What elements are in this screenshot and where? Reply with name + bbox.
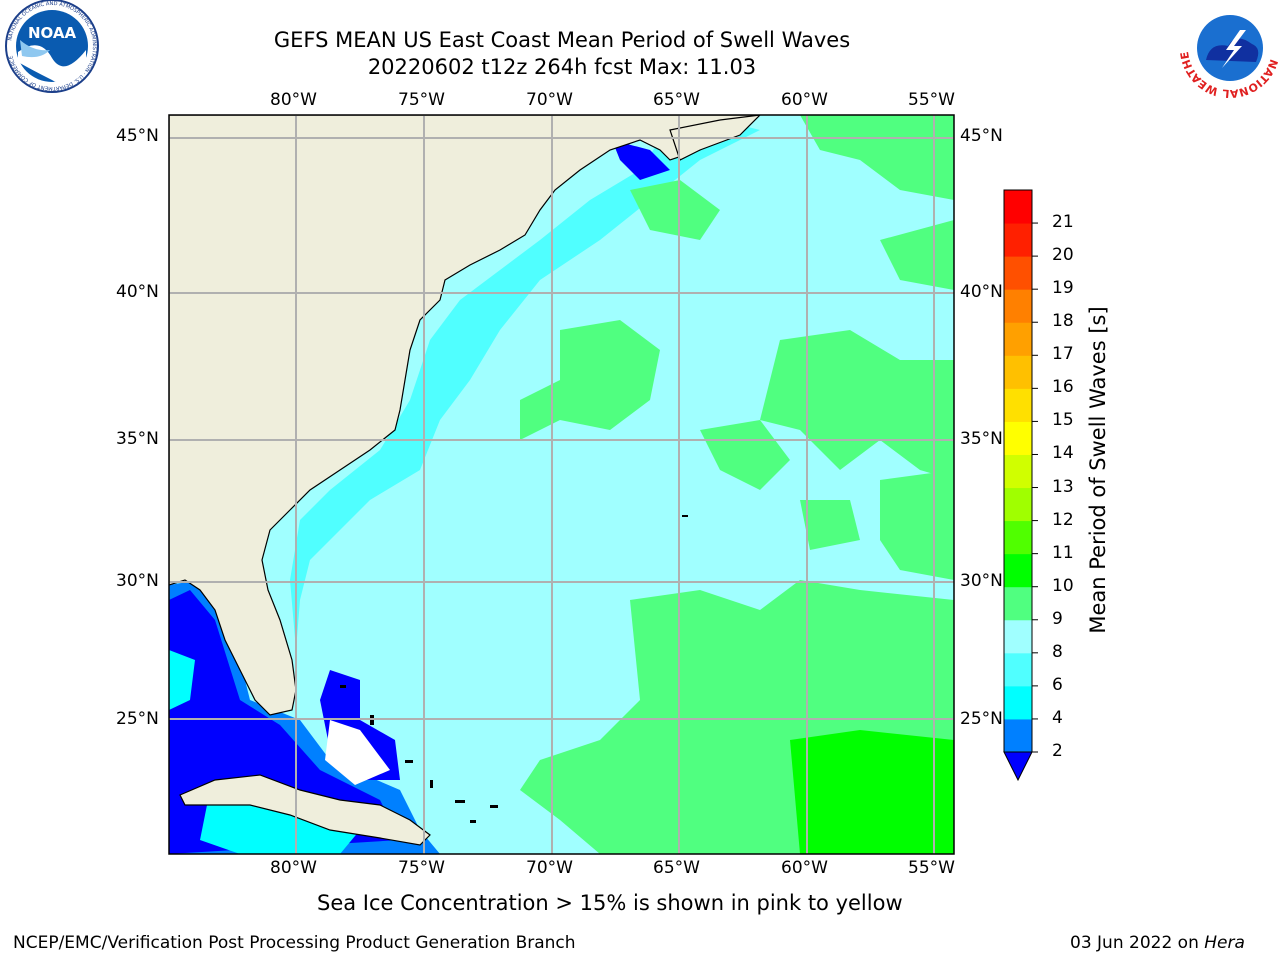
lat-label: 30°N bbox=[960, 571, 1003, 591]
colorbar-level-label: 15 bbox=[1052, 410, 1074, 431]
lon-label: 65°W bbox=[653, 858, 700, 878]
lat-label: 35°N bbox=[116, 429, 159, 449]
map-gridlines bbox=[169, 115, 954, 854]
colorbar bbox=[1003, 189, 1038, 782]
lat-label: 40°N bbox=[960, 282, 1003, 302]
colorbar-level-label: 13 bbox=[1052, 476, 1074, 497]
colorbar-outline bbox=[1003, 189, 1033, 753]
nws-logo: NATIONAL WEATHER SERVICE bbox=[0, 0, 1280, 100]
contour-10-11 bbox=[790, 730, 954, 854]
colorbar-level-label: 16 bbox=[1052, 377, 1074, 398]
lat-label: 35°N bbox=[960, 429, 1003, 449]
footer-date: 03 Jun 2022 on Hera bbox=[1070, 933, 1245, 953]
colorbar-level-label: 2 bbox=[1052, 741, 1063, 761]
colorbar-level-label: 4 bbox=[1052, 707, 1063, 728]
lon-label: 80°W bbox=[270, 858, 317, 878]
footer-credit: NCEP/EMC/Verification Post Processing Pr… bbox=[13, 933, 576, 953]
lat-label: 45°N bbox=[960, 126, 1003, 146]
nws-ring-text: NATIONAL WEATHER SERVICE bbox=[0, 0, 1280, 100]
lon-label: 70°W bbox=[526, 858, 573, 878]
map-area bbox=[169, 115, 954, 854]
lon-label: 60°W bbox=[781, 858, 828, 878]
colorbar-segment bbox=[1004, 322, 1032, 356]
colorbar-segment bbox=[1004, 520, 1032, 555]
land-north-america bbox=[169, 115, 761, 716]
colorbar-segment bbox=[1004, 553, 1032, 588]
colorbar-segment bbox=[1004, 388, 1032, 422]
colorbar-segment bbox=[1004, 454, 1032, 489]
noaa-logo-text: NOAA bbox=[28, 24, 77, 42]
colorbar-level-label: 6 bbox=[1052, 674, 1063, 695]
lat-label: 40°N bbox=[116, 282, 159, 302]
colorbar-segment bbox=[1004, 619, 1032, 654]
lon-label: 65°W bbox=[653, 90, 700, 110]
lon-label: 60°W bbox=[781, 90, 828, 110]
lat-label: 45°N bbox=[116, 126, 159, 146]
colorbar-segment bbox=[1004, 256, 1032, 290]
colorbar-segment bbox=[1004, 652, 1032, 687]
noaa-logo: NOAA NATIONAL OCEANIC AND ATMOSPHERIC AD… bbox=[5, 0, 99, 93]
footer-host: Hera bbox=[1204, 933, 1245, 953]
colorbar-level-label: 20 bbox=[1052, 245, 1074, 266]
colorbar-title: Mean Period of Swell Waves [s] bbox=[1086, 306, 1110, 634]
chart-title: GEFS MEAN US East Coast Mean Period of S… bbox=[273, 28, 851, 52]
chart-subtitle: 20220602 t12z 264h fcst Max: 11.03 bbox=[367, 55, 757, 79]
lon-label: 55°W bbox=[908, 858, 955, 878]
colorbar-level-label: 9 bbox=[1052, 608, 1063, 629]
sea-ice-note: Sea Ice Concentration > 15% is shown in … bbox=[317, 891, 903, 915]
colorbar-segment bbox=[1004, 190, 1032, 224]
lon-label: 75°W bbox=[398, 90, 445, 110]
lon-label: 80°W bbox=[270, 90, 317, 110]
colorbar-segment bbox=[1004, 685, 1032, 720]
colorbar-level-label: 18 bbox=[1052, 311, 1074, 332]
colorbar-level-label: 10 bbox=[1052, 575, 1074, 596]
lat-label: 25°N bbox=[960, 709, 1003, 729]
svg-text:NATIONAL WEATHER SERVICE: NATIONAL WEATHER SERVICE bbox=[0, 0, 1280, 100]
colorbar-level-label: 14 bbox=[1052, 443, 1074, 464]
lon-label: 70°W bbox=[526, 90, 573, 110]
map-frame bbox=[168, 114, 955, 855]
colorbar-level-label: 12 bbox=[1052, 509, 1074, 530]
colorbar-segment bbox=[1004, 718, 1032, 753]
colorbar-segment bbox=[1004, 586, 1032, 621]
colorbar-level-label: 17 bbox=[1052, 344, 1074, 365]
lat-label: 30°N bbox=[116, 571, 159, 591]
colorbar-segment bbox=[1004, 289, 1032, 323]
lon-label: 55°W bbox=[908, 90, 955, 110]
colorbar-segment bbox=[1004, 355, 1032, 389]
colorbar-level-label: 8 bbox=[1052, 641, 1063, 662]
colorbar-segment bbox=[1004, 421, 1032, 455]
colorbar-extend-arrow bbox=[1003, 751, 1033, 782]
lon-label: 75°W bbox=[398, 858, 445, 878]
lat-label: 25°N bbox=[116, 709, 159, 729]
colorbar-level-label: 19 bbox=[1052, 278, 1074, 299]
colorbar-level-label: 21 bbox=[1052, 212, 1074, 233]
colorbar-level-label: 11 bbox=[1052, 542, 1074, 563]
colorbar-segment bbox=[1004, 487, 1032, 522]
colorbar-segment bbox=[1004, 223, 1032, 257]
footer-date-text: 03 Jun 2022 on bbox=[1070, 933, 1205, 953]
